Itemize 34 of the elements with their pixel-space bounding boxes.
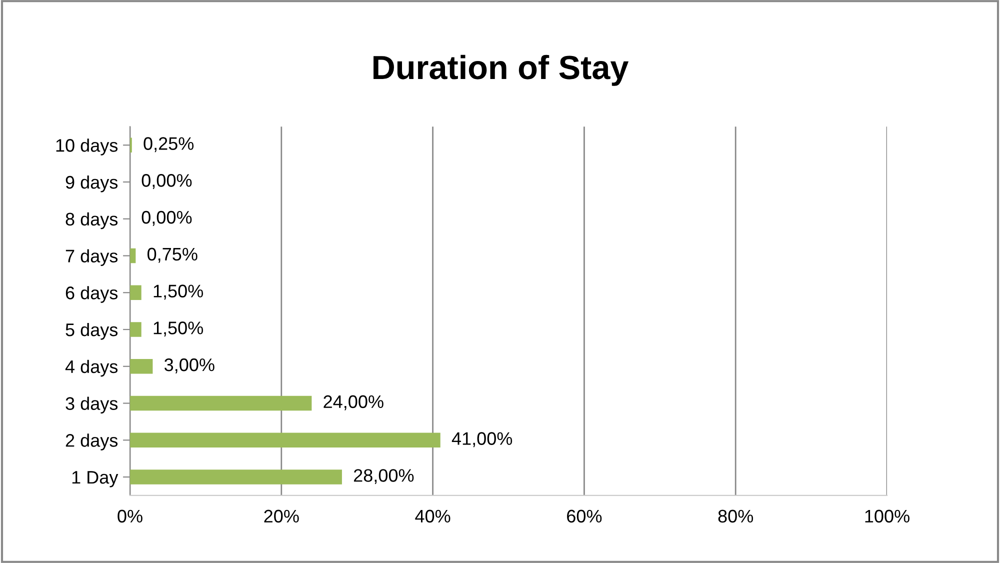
chart-title: Duration of Stay — [374, 54, 629, 86]
x-tick-label: 20% — [264, 510, 299, 523]
y-tick-label: 2 days — [66, 434, 118, 450]
y-tick-label: 8 days — [66, 212, 118, 230]
data-label: 3,00% — [164, 358, 214, 374]
y-tick-label: 1 Day — [72, 471, 118, 488]
bar — [130, 322, 142, 337]
data-label: 0,25% — [144, 137, 194, 152]
data-label: 0,00% — [142, 174, 192, 189]
y-tick-label: 4 days — [65, 360, 118, 377]
x-tick-label: 40% — [415, 510, 450, 523]
y-tick-label: 7 days — [66, 249, 118, 266]
x-tick-label: 0% — [118, 510, 142, 523]
y-tick-label: 9 days — [66, 175, 118, 192]
bar — [130, 470, 342, 484]
data-label: 1,50% — [154, 322, 204, 336]
bar — [130, 358, 153, 374]
data-label: 0,75% — [147, 248, 198, 263]
y-tick-label: 10 days — [56, 138, 118, 156]
x-tick-label: 80% — [718, 510, 754, 523]
bar — [130, 396, 312, 411]
data-label: 1,50% — [154, 284, 204, 300]
y-tick-label: 3 days — [66, 396, 118, 414]
x-tick-label: 60% — [567, 510, 602, 523]
bar — [130, 432, 440, 448]
bar — [130, 248, 136, 264]
data-label: 24,00% — [324, 395, 384, 410]
bar — [130, 285, 142, 300]
data-label: 41,00% — [452, 432, 512, 448]
data-label: 0,00% — [142, 210, 192, 226]
data-label: 28,00% — [354, 469, 414, 484]
x-tick-label: 100% — [865, 510, 910, 523]
y-tick-label: 5 days — [66, 322, 118, 340]
y-tick-label: 6 days — [66, 286, 118, 303]
